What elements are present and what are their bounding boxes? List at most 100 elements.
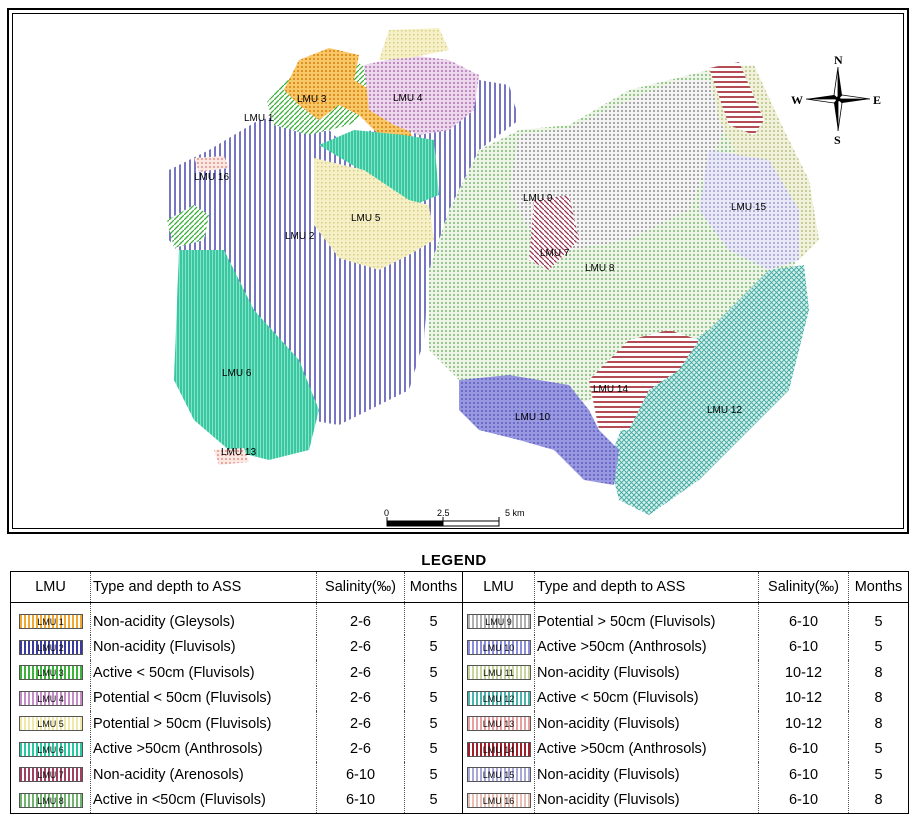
legend-months: 5: [404, 685, 463, 711]
legend-swatch-cell: LMU 8: [10, 787, 91, 814]
legend-swatch-cell: LMU 15: [462, 762, 535, 788]
legend-swatch-cell: LMU 14: [462, 736, 535, 762]
map-label-lmu5: LMU 5: [351, 213, 381, 224]
compass-rose: N S E W: [791, 53, 881, 147]
map-label-lmu9: LMU 9: [523, 193, 553, 204]
header-salinity-right: Salinity(‰): [758, 571, 849, 603]
scale-bar: 0 2.5 5 km: [384, 508, 525, 527]
legend-type: Non-acidity (Fluvisols): [534, 660, 759, 686]
compass-w: W: [791, 93, 803, 107]
legend-table: LMU Type and depth to ASS Salinity(‰) Mo…: [10, 571, 909, 814]
legend-row: LMU 1 Non-acidity (Gleysols) 2-6 5 LMU 9 Pote…: [10, 602, 909, 635]
compass-s: S: [834, 133, 841, 147]
legend-swatch-cell: LMU 13: [462, 711, 535, 737]
legend-type: Non-acidity (Arenosols): [90, 762, 317, 788]
lmu12-area: [609, 265, 809, 515]
legend-months: 8: [874, 690, 883, 707]
legend-months: 5: [874, 766, 883, 783]
legend-months: 5: [874, 639, 883, 656]
legend-row: LMU 3 Active < 50cm (Fluvisols) 2-6 5 LMU 11…: [10, 660, 909, 686]
legend-salinity: 6-10: [758, 787, 849, 814]
map-label-lmu12: LMU 12: [707, 405, 742, 416]
legend-type: Potential < 50cm (Fluvisols): [90, 685, 317, 711]
legend-type: Active in <50cm (Fluvisols): [90, 787, 317, 814]
legend-type: Potential > 50cm (Fluvisols): [90, 711, 317, 737]
lmu5-area: [314, 158, 434, 270]
legend-salinity: 6-10: [316, 787, 405, 814]
legend-swatch: LMU 12: [466, 690, 531, 706]
legend-salinity: 6-10: [758, 762, 849, 788]
legend-row: LMU 5 Potential > 50cm (Fluvisols) 2-6 5 LMU…: [10, 711, 909, 737]
legend-swatch: LMU 2: [18, 639, 83, 655]
legend-months: 5: [404, 762, 463, 788]
legend-type: Active >50cm (Anthrosols): [90, 736, 317, 762]
map-label-lmu3: LMU 3: [297, 94, 327, 105]
map-label-lmu6: LMU 6: [222, 368, 252, 379]
legend-row: LMU 4 Potential < 50cm (Fluvisols) 2-6 5 LMU…: [10, 685, 909, 711]
legend-salinity: 2-6: [316, 660, 405, 686]
legend-title: LEGEND: [421, 552, 487, 569]
map-label-lmu10: LMU 10: [515, 412, 550, 423]
compass-e: E: [873, 93, 881, 107]
legend-swatch-cell: LMU 5: [10, 711, 91, 737]
header-months-right: Months: [848, 571, 909, 603]
lmu6-area: [174, 250, 319, 460]
legend-type: Non-acidity (Fluvisols): [534, 762, 759, 788]
legend-swatch: LMU 6: [18, 741, 83, 757]
legend-row: LMU 7 Non-acidity (Arenosols) 6-10 5 LMU 15 N…: [10, 762, 909, 788]
legend-salinity: 6-10: [758, 602, 849, 635]
legend-salinity: 10-12: [758, 711, 849, 737]
legend-swatch-cell: LMU 16: [462, 787, 535, 814]
map-label-lmu1: LMU 1: [244, 113, 274, 124]
lmu1-area: [284, 48, 419, 180]
legend-months: 5: [404, 711, 463, 737]
lmu15-area: [699, 150, 799, 270]
legend-salinity: 6-10: [758, 634, 849, 660]
legend-months: 5: [404, 634, 463, 660]
legend-swatch: LMU 5: [18, 716, 83, 732]
scale-label-0: 0: [384, 508, 389, 518]
lmu14-north-area: [709, 62, 764, 135]
scale-label-5km: 5 km: [505, 508, 525, 518]
legend-type: Non-acidity (Fluvisols): [534, 711, 759, 737]
legend-months: 5: [404, 602, 463, 635]
lmu16-area: [194, 156, 229, 172]
legend-type: Active < 50cm (Fluvisols): [534, 685, 759, 711]
legend-row: LMU 2 Non-acidity (Fluvisols) 2-6 5 LMU 10 Ac…: [10, 634, 909, 660]
legend-salinity: 2-6: [316, 736, 405, 762]
legend-type: Active >50cm (Anthrosols): [534, 634, 759, 660]
legend-months: 8: [874, 715, 883, 732]
legend-months: 5: [874, 613, 883, 630]
legend-type: Non-acidity (Gleysols): [90, 602, 317, 635]
legend-months: 5: [404, 787, 463, 814]
header-months-left: Months: [404, 571, 463, 603]
legend-swatch: LMU 7: [18, 767, 83, 783]
map-label-lmu16: LMU 16: [194, 172, 229, 183]
legend-salinity: 10-12: [758, 685, 849, 711]
header-lmu-left: LMU: [10, 571, 91, 603]
header-salinity-left: Salinity(‰): [316, 571, 405, 603]
legend-type: Non-acidity (Fluvisols): [534, 787, 759, 814]
compass-n: N: [834, 53, 843, 67]
legend-swatch-cell: LMU 9: [462, 602, 535, 635]
legend-type: Active >50cm (Anthrosols): [534, 736, 759, 762]
legend-row: LMU 8 Active in <50cm (Fluvisols) 6-10 5 LMU…: [10, 787, 909, 814]
legend-months: 8: [874, 664, 883, 681]
legend-swatch-cell: LMU 10: [462, 634, 535, 660]
legend-swatch: LMU 13: [466, 716, 531, 732]
legend-months: 5: [404, 736, 463, 762]
legend-type: Active < 50cm (Fluvisols): [90, 660, 317, 686]
header-lmu-right: LMU: [462, 571, 535, 603]
map-frame: LMU 1 LMU 3 LMU 4 LMU 16 LMU 5 LMU 2 LMU…: [7, 8, 909, 534]
map-label-lmu2: LMU 2: [285, 231, 315, 242]
legend-swatch: LMU 10: [466, 639, 531, 655]
legend-header-row: LMU Type and depth to ASS Salinity(‰) Mo…: [10, 571, 909, 603]
legend-swatch: LMU 11: [466, 665, 531, 681]
legend-swatch-cell: LMU 1: [10, 602, 91, 635]
legend-salinity: 2-6: [316, 602, 405, 635]
map-label-lmu7: LMU 7: [540, 248, 570, 259]
legend-months: 5: [404, 660, 463, 686]
legend-swatch: LMU 14: [466, 741, 531, 757]
map-label-lmu8: LMU 8: [585, 263, 615, 274]
legend-type: Potential > 50cm (Fluvisols): [534, 602, 759, 635]
